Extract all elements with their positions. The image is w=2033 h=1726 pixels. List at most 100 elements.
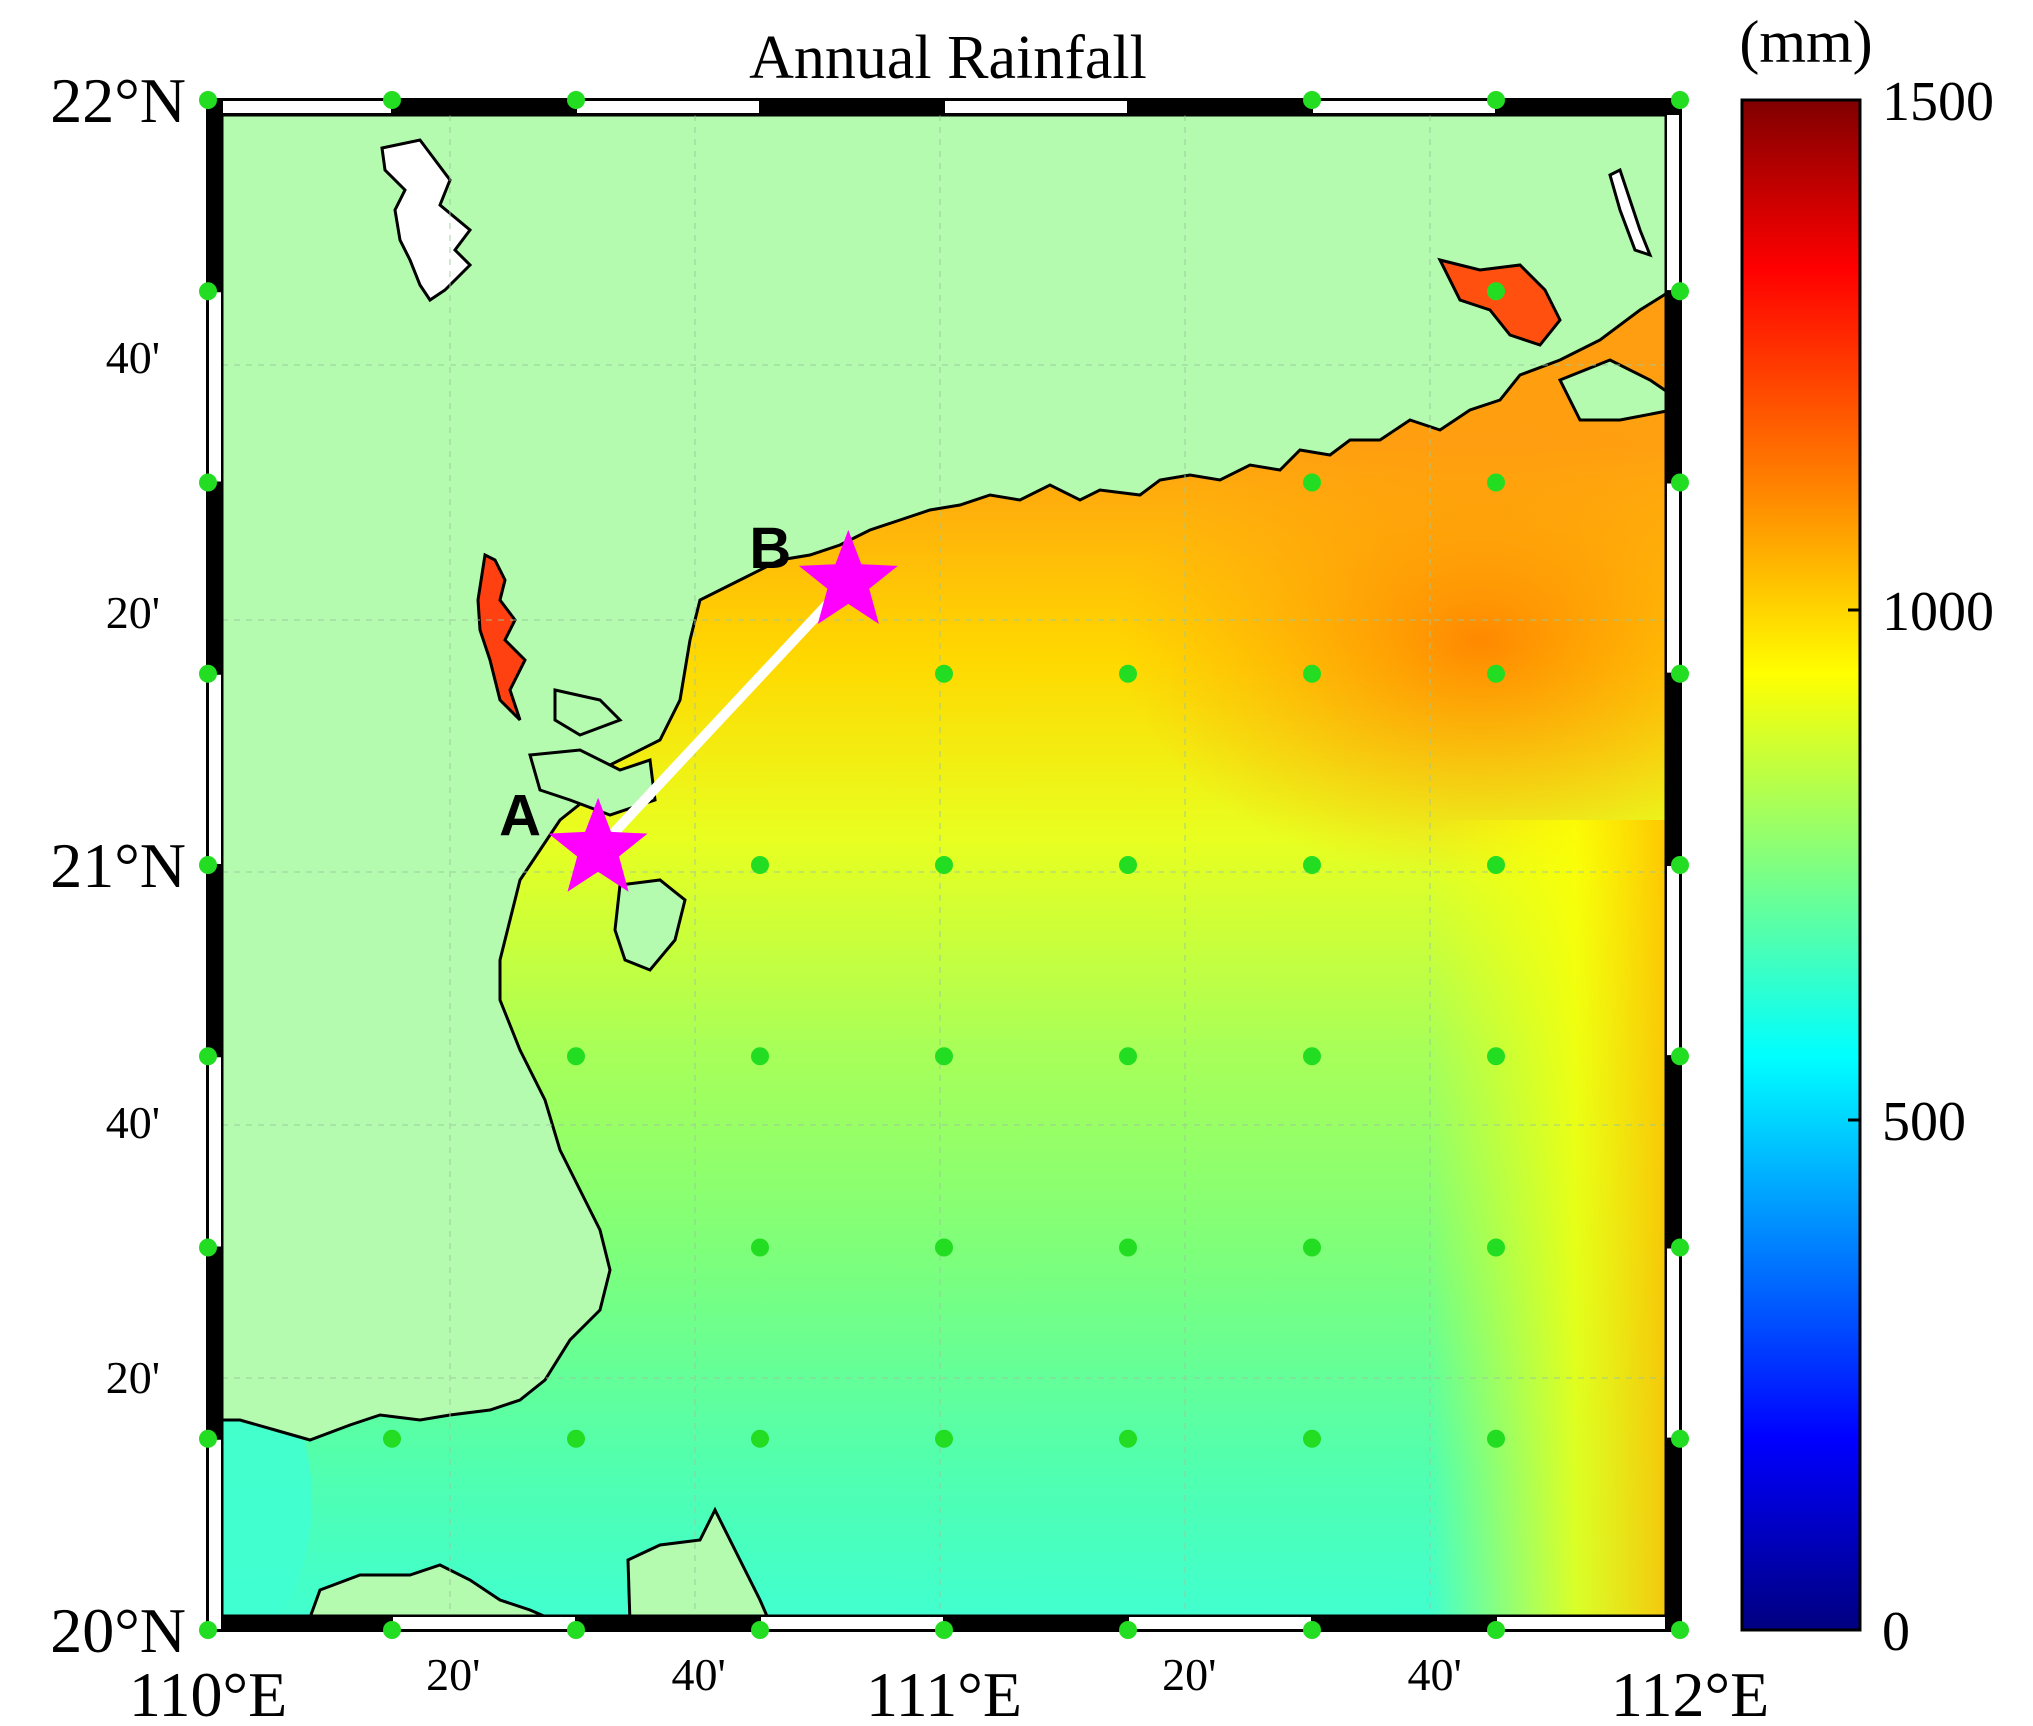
station-dot [1487, 91, 1505, 109]
station-dot [1487, 473, 1505, 492]
station-dot [1119, 1238, 1137, 1257]
station-dot [567, 91, 585, 109]
station-dot [1119, 664, 1137, 683]
station-dot [1487, 1429, 1505, 1448]
frame-segment-right [1665, 864, 1681, 1058]
station-dot [567, 1047, 585, 1066]
frame-segment-left [207, 481, 223, 675]
frame-segment-bottom [1127, 1615, 1313, 1631]
station-dot [1487, 664, 1505, 683]
lon-label: 110°E [129, 1659, 287, 1726]
frame-segment-right [1665, 1246, 1681, 1440]
station-dot [751, 1238, 769, 1257]
station-dot [383, 1429, 401, 1448]
station-dot [383, 91, 401, 109]
frame-segment-right [1665, 481, 1681, 675]
lat-label: 20' [106, 1352, 160, 1403]
frame-segment-left [207, 1437, 223, 1631]
site-markers: AB [499, 516, 898, 892]
graticule [222, 115, 1672, 1623]
frame-segment-bottom [1311, 1615, 1497, 1631]
frame-segment-top [1311, 99, 1497, 115]
station-dot [751, 1621, 769, 1639]
station-dot [935, 1621, 953, 1639]
transect-line [593, 576, 854, 855]
lat-label: 20°N [50, 1595, 186, 1666]
frame-segment-left [207, 290, 223, 484]
lat-label: 20' [106, 587, 160, 638]
frame-segment-top [575, 99, 761, 115]
station-dot [935, 1047, 953, 1066]
station-dot [1671, 1621, 1689, 1639]
station-dot [1487, 856, 1505, 874]
station-dot [1487, 1238, 1505, 1257]
station-dot [199, 1047, 217, 1066]
station-dots [199, 91, 1689, 1639]
station-dot [199, 1238, 217, 1257]
latitude-labels: 22°N 40' 20' 21°N 40' 20' 20°N [50, 65, 186, 1666]
colorbar-ticks: 1500 1000 500 0 [1848, 71, 1994, 1663]
station-dot [1671, 856, 1689, 874]
station-dot [935, 1238, 953, 1257]
plot-area [222, 115, 1672, 1623]
colorbar-unit: (mm) [1739, 9, 1872, 75]
lon-label: 111°E [866, 1659, 1022, 1726]
estuary-west [476, 552, 527, 722]
colorbar-tick-label: 1500 [1882, 71, 1994, 133]
colorbar-tick-label: 500 [1882, 1091, 1966, 1153]
station-dot [751, 1047, 769, 1066]
station-dot [1303, 1047, 1321, 1066]
estuary-ne [1437, 257, 1562, 347]
station-dot [1119, 1621, 1137, 1639]
frame-segment-bottom [391, 1615, 577, 1631]
station-dot [1671, 91, 1689, 109]
rainfall-east-edge [1430, 820, 1672, 1623]
station-dot [751, 1429, 769, 1448]
station-dot [1487, 282, 1505, 301]
frame-segment-bottom [207, 1615, 393, 1631]
frame-segment-left [207, 672, 223, 866]
marker-label-a: A [499, 784, 541, 849]
lat-label: 40' [106, 1097, 160, 1148]
colorbar-tick-label: 1000 [1882, 581, 1994, 643]
frame-segment-bottom [943, 1615, 1129, 1631]
map-title: Annual Rainfall [749, 24, 1147, 92]
station-dot [935, 1429, 953, 1448]
rainfall-high-ne [1120, 400, 1672, 880]
station-dot [383, 1621, 401, 1639]
frame-segment-top [207, 99, 393, 115]
station-dot [1487, 1621, 1505, 1639]
station-dot [1671, 1429, 1689, 1448]
station-dot [199, 91, 217, 109]
island-c [553, 688, 623, 737]
station-dot [1303, 664, 1321, 683]
frame-segment-top [943, 99, 1129, 115]
frame-segment-bottom [1495, 1615, 1681, 1631]
station-dot [1303, 1238, 1321, 1257]
colorbar-tick-label: 0 [1882, 1601, 1910, 1663]
station-dot [1303, 91, 1321, 109]
station-dot [567, 1429, 585, 1448]
station-dot [1671, 664, 1689, 683]
frame-segment-right [1665, 99, 1681, 293]
station-dot [567, 1621, 585, 1639]
station-dot [199, 1621, 217, 1639]
marker-star-b [798, 529, 898, 624]
station-dot [1671, 473, 1689, 492]
station-dot [751, 856, 769, 874]
frame-segment-top [1495, 99, 1681, 115]
land-mainland [222, 115, 1672, 1442]
frame-segment-left [207, 864, 223, 1058]
station-dot [1303, 856, 1321, 874]
lat-label: 40' [106, 332, 160, 383]
station-dot [1303, 1621, 1321, 1639]
longitude-labels: 110°E 20' 40' 111°E 20' 40' 112°E [129, 1649, 1769, 1726]
station-dot [935, 664, 953, 683]
station-dot [199, 856, 217, 874]
station-dot [199, 1429, 217, 1448]
station-dot [1303, 473, 1321, 492]
marker-label-b: B [749, 516, 791, 581]
lake-north [380, 138, 473, 303]
station-dot [199, 664, 217, 683]
